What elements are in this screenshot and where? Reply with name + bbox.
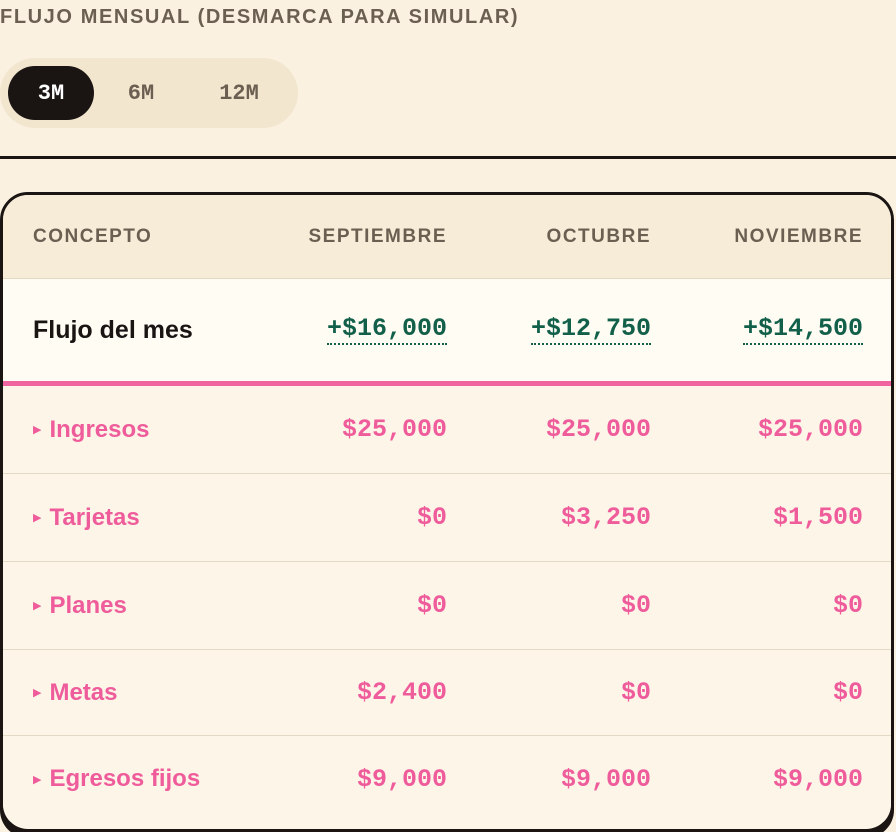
range-3m-button[interactable]: 3M (8, 66, 94, 120)
row-label: Metas (49, 678, 118, 706)
row-value: $0 (832, 678, 863, 707)
row-value: $25,000 (545, 415, 651, 444)
row-label: Ingresos (49, 415, 150, 443)
row-value: $25,000 (341, 415, 447, 444)
table-header: CONCEPTO SEPTIEMBRE OCTUBRE NOVIEMBRE (3, 195, 891, 279)
triangle-right-icon: ▶ (33, 773, 42, 786)
section-divider (0, 156, 896, 159)
header-month-2: OCTUBRE (546, 225, 651, 247)
row-toggle-tarjetas[interactable]: ▶ Tarjetas (33, 504, 140, 532)
flow-value-month-2[interactable]: +$12,750 (530, 314, 651, 345)
row-value: $1,500 (772, 503, 863, 532)
triangle-right-icon: ▶ (33, 600, 42, 612)
row-toggle-egresos-fijos[interactable]: ▶ Egresos fijos (33, 765, 200, 793)
row-toggle-ingresos[interactable]: ▶ Ingresos (33, 416, 150, 444)
header-month-3: NOVIEMBRE (734, 225, 863, 247)
row-value: $0 (620, 591, 651, 620)
table-row[interactable]: ▶ Egresos fijos $9,000 $9,000 $9,000 (3, 736, 891, 822)
table-row[interactable]: ▶ Tarjetas $0 $3,250 $1,500 (3, 474, 891, 562)
section-title: FLUJO MENSUAL (DESMARCA PARA SIMULAR) (0, 6, 520, 28)
row-value: $9,000 (560, 764, 651, 794)
table-row[interactable]: ▶ Planes $0 $0 $0 (3, 562, 891, 650)
flow-row: Flujo del mes +$16,000 +$12,750 +$14,500 (3, 279, 891, 381)
row-value: $3,250 (560, 503, 651, 532)
triangle-right-icon: ▶ (33, 687, 42, 699)
flow-label: Flujo del mes (33, 315, 193, 344)
row-value: $9,000 (356, 764, 447, 794)
cashflow-table: CONCEPTO SEPTIEMBRE OCTUBRE NOVIEMBRE Fl… (0, 192, 894, 832)
table-row[interactable]: ▶ Metas $2,400 $0 $0 (3, 650, 891, 736)
row-value: $25,000 (757, 415, 863, 444)
header-concepto: CONCEPTO (33, 225, 153, 247)
flow-value-month-1[interactable]: +$16,000 (326, 314, 447, 345)
header-month-1: SEPTIEMBRE (308, 225, 447, 247)
row-value: $9,000 (772, 764, 863, 794)
row-value: $0 (620, 678, 651, 707)
row-toggle-planes[interactable]: ▶ Planes (33, 592, 127, 620)
row-label: Egresos fijos (49, 765, 201, 792)
table-row[interactable]: ▶ Ingresos $25,000 $25,000 $25,000 (3, 386, 891, 474)
flow-value-month-3[interactable]: +$14,500 (742, 314, 863, 345)
range-12m-button[interactable]: 12M (219, 80, 259, 106)
range-6m-button[interactable]: 6M (127, 80, 155, 106)
range-toggle: 3M 6M 12M (0, 58, 298, 128)
row-label: Tarjetas (49, 503, 140, 531)
row-value: $2,400 (356, 678, 447, 707)
row-toggle-metas[interactable]: ▶ Metas (33, 679, 118, 707)
triangle-right-icon: ▶ (33, 512, 42, 524)
accent-rule (3, 381, 891, 386)
row-label: Planes (49, 591, 127, 619)
row-value: $0 (416, 503, 447, 532)
row-value: $0 (416, 591, 447, 620)
triangle-right-icon: ▶ (33, 424, 42, 436)
row-value: $0 (832, 591, 863, 620)
